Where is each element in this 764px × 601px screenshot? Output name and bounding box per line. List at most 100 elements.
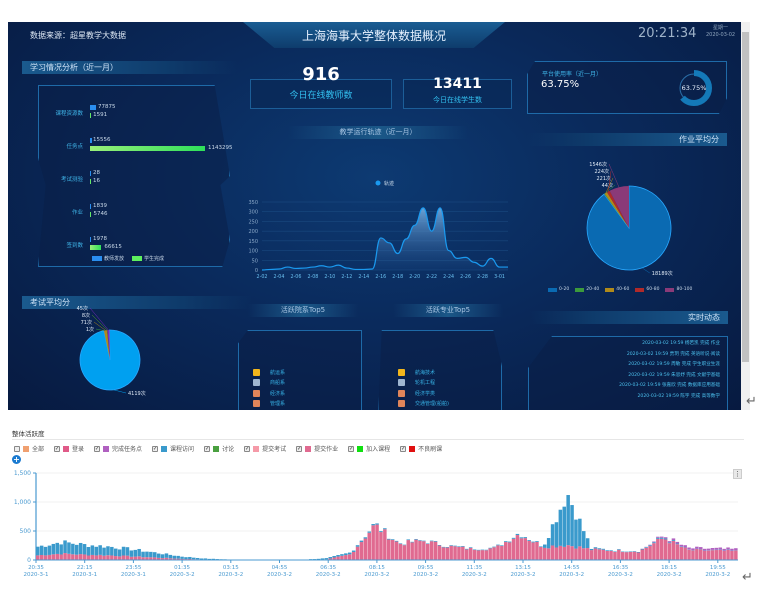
legend-item[interactable]: 60-80 bbox=[635, 287, 659, 292]
activity-bar bbox=[480, 550, 485, 560]
legend-swatch bbox=[548, 287, 557, 292]
top5-item[interactable]: 航海技术 bbox=[398, 367, 449, 378]
checkbox[interactable]: ✓ bbox=[204, 445, 211, 452]
checkbox[interactable]: ✓ bbox=[54, 445, 61, 452]
activity-bar bbox=[180, 556, 184, 559]
trend-title: 教学运行轨迹（近一月） bbox=[288, 126, 468, 139]
activity-bar bbox=[613, 551, 617, 552]
legend-item[interactable]: 80-100 bbox=[665, 287, 692, 292]
activity-bar bbox=[156, 557, 161, 560]
legend-swatch bbox=[357, 445, 364, 452]
legend-toggle[interactable]: ✓ 提交作业 bbox=[296, 444, 338, 453]
x-tick-date: 2020-3-2 bbox=[657, 572, 682, 578]
legend-item[interactable]: 0-20 bbox=[548, 287, 569, 292]
legend-item[interactable]: 20-40 bbox=[575, 287, 599, 292]
scrollbar-thumb[interactable] bbox=[742, 32, 749, 362]
x-tick-label: 2-08 bbox=[307, 274, 318, 280]
pie-slice bbox=[604, 192, 629, 228]
x-tick-date: 2020-3-1 bbox=[24, 572, 49, 578]
legend-toggle[interactable]: 全部 bbox=[14, 444, 44, 453]
top5-item[interactable]: 管理系 bbox=[253, 399, 290, 410]
legend-label: 不良刷课 bbox=[418, 446, 443, 453]
checkbox[interactable] bbox=[14, 445, 20, 452]
legend-toggle[interactable]: ✓ 完成任务点 bbox=[94, 444, 142, 453]
realtime-row: 2020-03-02 19:59 张嘉欣 完成 数据库应用基础 bbox=[619, 383, 720, 388]
activity-bar bbox=[90, 554, 95, 560]
activity-bar bbox=[515, 535, 520, 560]
top5-label: 经济学类 bbox=[415, 390, 436, 397]
checkbox[interactable]: ✓ bbox=[94, 445, 101, 452]
top5-item[interactable]: 商船系 bbox=[253, 378, 290, 389]
top5-item[interactable]: 轮机工程 bbox=[398, 378, 449, 389]
activity-bar bbox=[383, 528, 387, 530]
x-tick-date: 2020-3-2 bbox=[559, 572, 584, 578]
checkbox[interactable]: ✓ bbox=[152, 445, 159, 452]
legend-item[interactable]: 40-60 bbox=[605, 287, 629, 292]
top-college-title: 活跃院系Top5 bbox=[248, 304, 358, 317]
activity-bar bbox=[535, 541, 539, 542]
activity-bar bbox=[383, 529, 387, 560]
top5-item[interactable]: 法学(海商法) bbox=[398, 409, 449, 410]
top5-item[interactable]: 计算机系 bbox=[253, 409, 290, 410]
activity-bar bbox=[114, 548, 118, 557]
legend-toggle[interactable]: ✓ 不良刷课 bbox=[400, 444, 442, 453]
activity-bar bbox=[543, 547, 547, 560]
medal-icon bbox=[398, 400, 405, 408]
add-icon[interactable]: + bbox=[12, 455, 21, 464]
medal-icon bbox=[253, 389, 260, 397]
activity-bar bbox=[39, 545, 44, 555]
activity-bar bbox=[78, 542, 83, 555]
study-title: 学习情况分析（近一月） bbox=[22, 61, 237, 74]
chart-menu-button[interactable]: ⋮ bbox=[733, 469, 742, 479]
legend-toggle[interactable]: ✓ 课程访问 bbox=[152, 444, 194, 453]
activity-bar bbox=[94, 555, 99, 560]
checkbox[interactable]: ✓ bbox=[296, 445, 303, 452]
activity-bar bbox=[601, 549, 606, 560]
legend-toggle[interactable]: ✓ 加入课程 bbox=[348, 444, 390, 453]
checkbox[interactable]: ✓ bbox=[244, 445, 251, 452]
pie-label: 4119次 bbox=[128, 390, 146, 397]
activity-bar bbox=[453, 545, 457, 547]
y-tick-label: 50 bbox=[252, 258, 258, 264]
activity-bar bbox=[141, 557, 145, 560]
activity-bar bbox=[59, 554, 63, 560]
activity-bar bbox=[652, 542, 656, 544]
activity-bar bbox=[660, 536, 664, 538]
usage-ring: 63.75% bbox=[676, 70, 712, 106]
x-tick-label: 2-20 bbox=[409, 274, 420, 280]
activity-bar bbox=[328, 557, 333, 559]
x-tick-time: 06:35 bbox=[320, 565, 336, 571]
activity-bar bbox=[527, 540, 531, 560]
activity-bar bbox=[702, 548, 707, 551]
activity-bar bbox=[320, 558, 325, 560]
y-tick-label: 150 bbox=[248, 239, 258, 245]
activity-bar bbox=[387, 538, 391, 540]
activity-bar bbox=[110, 555, 114, 560]
pie-slice bbox=[79, 329, 141, 391]
activity-bar bbox=[145, 557, 149, 560]
activity-bar bbox=[644, 547, 648, 548]
pie-label: 1次 bbox=[86, 326, 94, 333]
legend-toggle[interactable]: ✓ 讨论 bbox=[204, 444, 234, 453]
legend-toggle[interactable]: ✓ 登录 bbox=[54, 444, 84, 453]
activity-bar bbox=[656, 536, 660, 538]
activity-bar bbox=[667, 543, 672, 560]
top5-item[interactable]: 交通管理(船舶) bbox=[398, 399, 449, 410]
checkbox[interactable]: ✓ bbox=[400, 445, 407, 452]
activity-bar bbox=[348, 552, 352, 555]
activity-bar bbox=[457, 546, 461, 547]
checkbox[interactable]: ✓ bbox=[348, 445, 355, 452]
activity-bar bbox=[710, 550, 715, 560]
legend-toggle[interactable]: ✓ 提交考试 bbox=[244, 444, 286, 453]
activity-bar bbox=[195, 557, 200, 560]
legend-swatch bbox=[635, 287, 645, 292]
activity-bar bbox=[484, 550, 489, 560]
top5-item[interactable]: 经济系 bbox=[253, 388, 290, 399]
legend-label: 提交作业 bbox=[314, 446, 339, 453]
top5-item[interactable]: 经济学类 bbox=[398, 388, 449, 399]
activity-bar bbox=[589, 548, 594, 551]
activity-bar bbox=[546, 548, 551, 560]
top5-item[interactable]: 航运系 bbox=[253, 367, 290, 378]
x-tick-label: 2-10 bbox=[324, 274, 335, 280]
legend-swatch bbox=[305, 445, 312, 452]
